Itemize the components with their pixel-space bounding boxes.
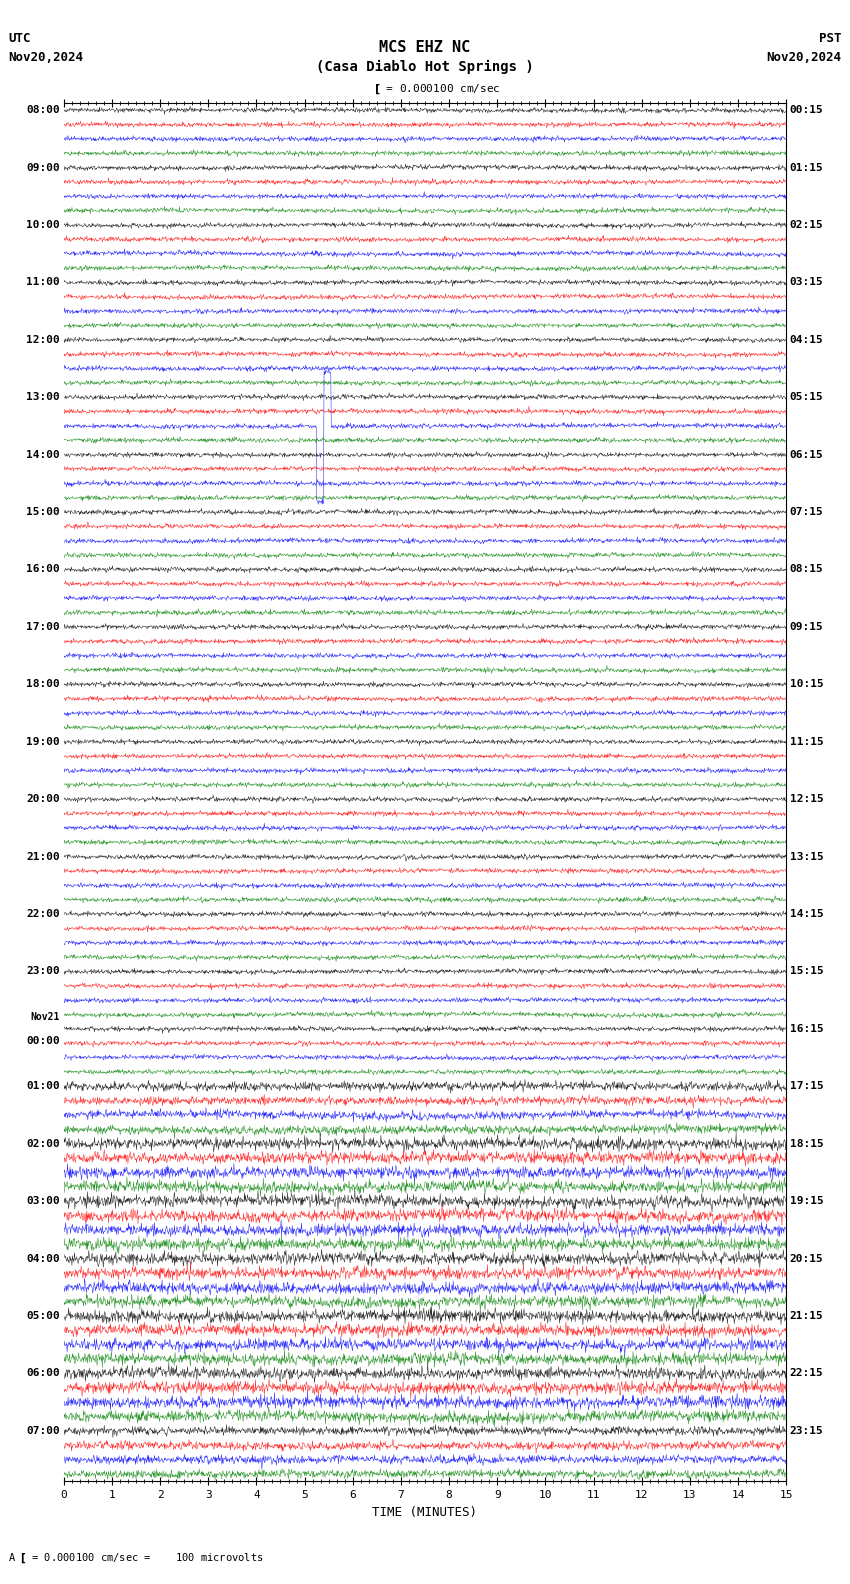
Text: 12:00: 12:00	[26, 334, 60, 345]
Text: 09:00: 09:00	[26, 163, 60, 173]
Text: 00:15: 00:15	[790, 105, 824, 116]
Text: 19:15: 19:15	[790, 1196, 824, 1205]
Text: (Casa Diablo Hot Springs ): (Casa Diablo Hot Springs )	[316, 60, 534, 74]
Text: 06:00: 06:00	[26, 1369, 60, 1378]
Text: 17:15: 17:15	[790, 1082, 824, 1091]
Text: PST: PST	[819, 32, 842, 44]
Text: 22:15: 22:15	[790, 1369, 824, 1378]
Text: 11:15: 11:15	[790, 737, 824, 746]
Text: 04:15: 04:15	[790, 334, 824, 345]
Text: 07:00: 07:00	[26, 1426, 60, 1435]
Text: 16:15: 16:15	[790, 1023, 824, 1034]
Text: 22:00: 22:00	[26, 909, 60, 919]
Text: 17:00: 17:00	[26, 623, 60, 632]
Text: 21:15: 21:15	[790, 1312, 824, 1321]
Text: 15:00: 15:00	[26, 507, 60, 516]
Text: 02:15: 02:15	[790, 220, 824, 230]
Text: 10:15: 10:15	[790, 680, 824, 689]
Text: Nov21: Nov21	[31, 1012, 60, 1022]
Text: $\mathbf{[}$ = 0.000100 cm/sec: $\mathbf{[}$ = 0.000100 cm/sec	[374, 82, 501, 97]
Text: 20:00: 20:00	[26, 794, 60, 805]
Text: 23:00: 23:00	[26, 966, 60, 976]
Text: 18:15: 18:15	[790, 1139, 824, 1148]
Text: 21:00: 21:00	[26, 852, 60, 862]
Text: 23:15: 23:15	[790, 1426, 824, 1435]
Text: 08:00: 08:00	[26, 105, 60, 116]
Text: 15:15: 15:15	[790, 966, 824, 976]
Text: 13:15: 13:15	[790, 852, 824, 862]
X-axis label: TIME (MINUTES): TIME (MINUTES)	[372, 1506, 478, 1519]
Text: UTC: UTC	[8, 32, 31, 44]
Text: 00:00: 00:00	[26, 1036, 60, 1045]
Text: 14:15: 14:15	[790, 909, 824, 919]
Text: 02:00: 02:00	[26, 1139, 60, 1148]
Text: Nov20,2024: Nov20,2024	[767, 51, 842, 63]
Text: 05:15: 05:15	[790, 393, 824, 402]
Text: 03:00: 03:00	[26, 1196, 60, 1205]
Text: 08:15: 08:15	[790, 564, 824, 575]
Text: 12:15: 12:15	[790, 794, 824, 805]
Text: 06:15: 06:15	[790, 450, 824, 459]
Text: A $\mathbf{[}$ = 0.000100 cm/sec =    100 microvolts: A $\mathbf{[}$ = 0.000100 cm/sec = 100 m…	[8, 1551, 264, 1565]
Text: 01:15: 01:15	[790, 163, 824, 173]
Text: 11:00: 11:00	[26, 277, 60, 287]
Text: 20:15: 20:15	[790, 1253, 824, 1264]
Text: 10:00: 10:00	[26, 220, 60, 230]
Text: 04:00: 04:00	[26, 1253, 60, 1264]
Text: 19:00: 19:00	[26, 737, 60, 746]
Text: 09:15: 09:15	[790, 623, 824, 632]
Text: 16:00: 16:00	[26, 564, 60, 575]
Text: 03:15: 03:15	[790, 277, 824, 287]
Text: 07:15: 07:15	[790, 507, 824, 516]
Text: 13:00: 13:00	[26, 393, 60, 402]
Text: 18:00: 18:00	[26, 680, 60, 689]
Text: MCS EHZ NC: MCS EHZ NC	[379, 40, 471, 54]
Text: 05:00: 05:00	[26, 1312, 60, 1321]
Text: 01:00: 01:00	[26, 1082, 60, 1091]
Text: Nov20,2024: Nov20,2024	[8, 51, 83, 63]
Text: 14:00: 14:00	[26, 450, 60, 459]
